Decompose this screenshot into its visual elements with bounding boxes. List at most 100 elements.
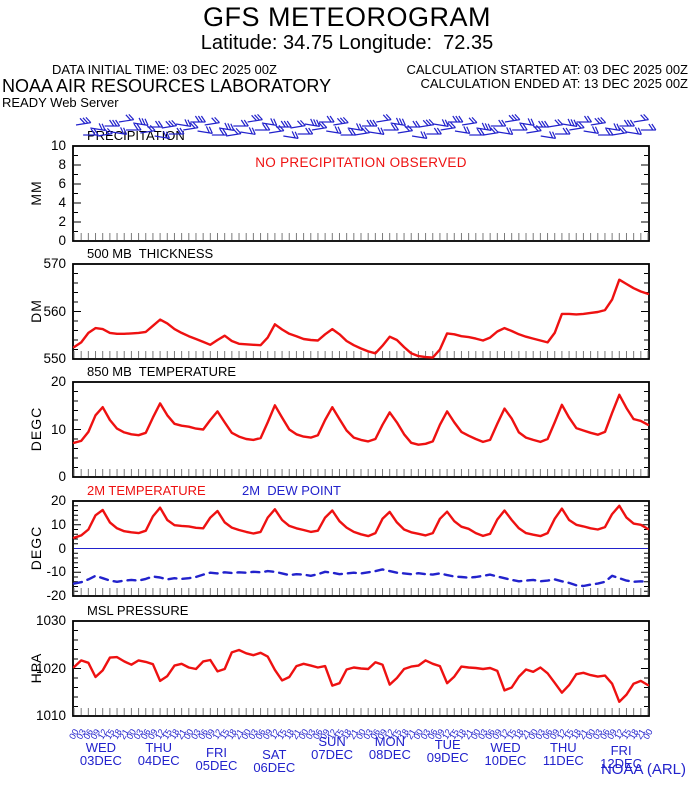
hour-tick-label: 03	[189, 727, 203, 741]
hour-tick-label: 00	[182, 727, 196, 741]
day-date: 06DEC	[253, 760, 296, 775]
day-date: 10DEC	[484, 753, 527, 768]
day-date: 12DEC	[600, 756, 643, 771]
hour-tick-label: 21	[289, 727, 303, 741]
day-date: 04DEC	[137, 753, 180, 768]
day-label-04DEC: THU 04DEC	[124, 741, 194, 767]
y-tick-label-t2m: 10	[50, 516, 66, 532]
wind-barb-icon	[633, 113, 649, 123]
y-tick-label-t850: 10	[50, 421, 66, 437]
y-tick-label-precip: 8	[58, 157, 66, 172]
series-t2m_c	[72, 504, 650, 539]
wind-barb-icon	[462, 116, 478, 126]
wind-barb-icon	[469, 128, 485, 136]
series-thickness_dm	[72, 278, 650, 359]
y-tick-label-mslp: 1030	[35, 613, 66, 628]
wind-barb-icon	[390, 117, 406, 126]
panel-title-mslp: MSL PRESSURE	[87, 603, 189, 618]
hour-tick-label: 00	[641, 727, 655, 741]
day-date: 05DEC	[195, 758, 238, 773]
wind-barb-icon	[297, 127, 314, 135]
page-subtitle: Latitude: 34.75 Longitude: 72.35	[200, 32, 494, 54]
hour-tick-label: 09	[146, 727, 160, 741]
hour-tick-label: 00	[411, 727, 425, 741]
wind-barb-icon	[326, 126, 342, 134]
y-tick-label-precip: 0	[58, 233, 66, 248]
hour-tick-label: 15	[275, 727, 289, 741]
hour-tick-label: 18	[397, 727, 411, 741]
wind-barb-icon	[583, 126, 600, 134]
wind-barb-icon	[340, 128, 357, 136]
hour-tick-label: 03	[132, 727, 146, 741]
day-dow: WED	[85, 740, 117, 755]
wind-barb-icon	[290, 119, 306, 129]
day-label-08DEC: MON 08DEC	[355, 735, 425, 761]
hour-tick-label: 15	[562, 727, 576, 741]
hour-label-band: 0003060912151821000306091215182100030609…	[67, 727, 655, 741]
wind-barb-icon	[247, 113, 263, 123]
wind-barb-icon	[547, 118, 564, 128]
y-tick-label-t2m: -20	[46, 588, 66, 603]
wind-barb-icon	[83, 128, 99, 136]
wind-barb-icon	[190, 115, 206, 123]
day-date: 08DEC	[368, 747, 411, 762]
calculation-started-text: CALCULATION STARTED AT: 03 DEC 2025 00Z	[406, 62, 688, 77]
hour-tick-label: 03	[304, 727, 318, 741]
hour-tick-label: 00	[526, 727, 540, 741]
wind-barb-icon	[304, 118, 321, 127]
hour-tick-label: 18	[225, 727, 239, 741]
wind-barb-icon	[218, 122, 235, 131]
wind-barb-icon	[333, 116, 349, 126]
day-dow: SUN	[318, 734, 346, 749]
hour-tick-label: 15	[103, 727, 117, 741]
hour-tick-label: 21	[519, 727, 533, 741]
hour-tick-label: 00	[239, 727, 253, 741]
page-title: GFS METEOROGRAM	[202, 2, 491, 32]
hour-tick-label: 03	[533, 727, 547, 741]
wind-barb-icon	[126, 123, 142, 131]
wind-barb-icon	[426, 127, 442, 135]
panel-title-precip: PRECIPITATION	[87, 128, 185, 143]
wind-barb-icon	[433, 119, 449, 127]
wind-barb-icon	[447, 115, 464, 123]
hour-tick-label: 06	[541, 727, 555, 741]
hour-tick-label: 12	[555, 727, 569, 741]
wind-barb-icon	[183, 121, 199, 131]
y-tick-label-t850: 20	[50, 374, 66, 389]
day-label-12DEC: FRI 12DEC	[586, 744, 656, 770]
wind-barb-icon	[504, 113, 521, 123]
wind-barb-icon	[419, 118, 435, 128]
hour-tick-label: 12	[153, 727, 167, 741]
hour-tick-label: 06	[311, 727, 325, 741]
panel-t850-chart	[72, 381, 650, 478]
series-dew2m_c	[72, 568, 650, 588]
day-label-07DEC: SUN 07DEC	[297, 735, 367, 761]
y-tick-label-thickness: 570	[43, 256, 66, 271]
wind-barb-icon	[411, 131, 428, 139]
server-name: READY Web Server	[2, 95, 119, 110]
hour-tick-label: 21	[634, 727, 648, 741]
hour-tick-label: 12	[383, 727, 397, 741]
y-tick-label-t2m: -10	[46, 564, 66, 580]
hour-tick-label: 06	[368, 727, 382, 741]
day-label-06DEC: SAT 06DEC	[239, 748, 309, 774]
wind-barb-icon	[233, 119, 249, 127]
wind-barb-icon	[512, 123, 528, 131]
hour-tick-label: 00	[469, 727, 483, 741]
day-dow: FRI	[610, 743, 632, 758]
hour-tick-label: 09	[433, 727, 447, 741]
hour-tick-label: 09	[376, 727, 390, 741]
wind-barb-icon	[440, 121, 456, 131]
day-label-10DEC: WED 10DEC	[471, 741, 541, 767]
wind-barb-icon	[562, 118, 578, 127]
day-dow: MON	[374, 734, 406, 749]
wind-barb-icon	[490, 119, 507, 127]
panel-precip-chart	[72, 145, 650, 242]
hour-tick-label: 21	[117, 727, 131, 741]
day-date: 11DEC	[542, 753, 584, 768]
wind-barb-icon	[204, 116, 220, 126]
hour-tick-label: 15	[390, 727, 404, 741]
day-dow: THU	[549, 740, 577, 755]
wind-barb-icon	[90, 123, 106, 131]
